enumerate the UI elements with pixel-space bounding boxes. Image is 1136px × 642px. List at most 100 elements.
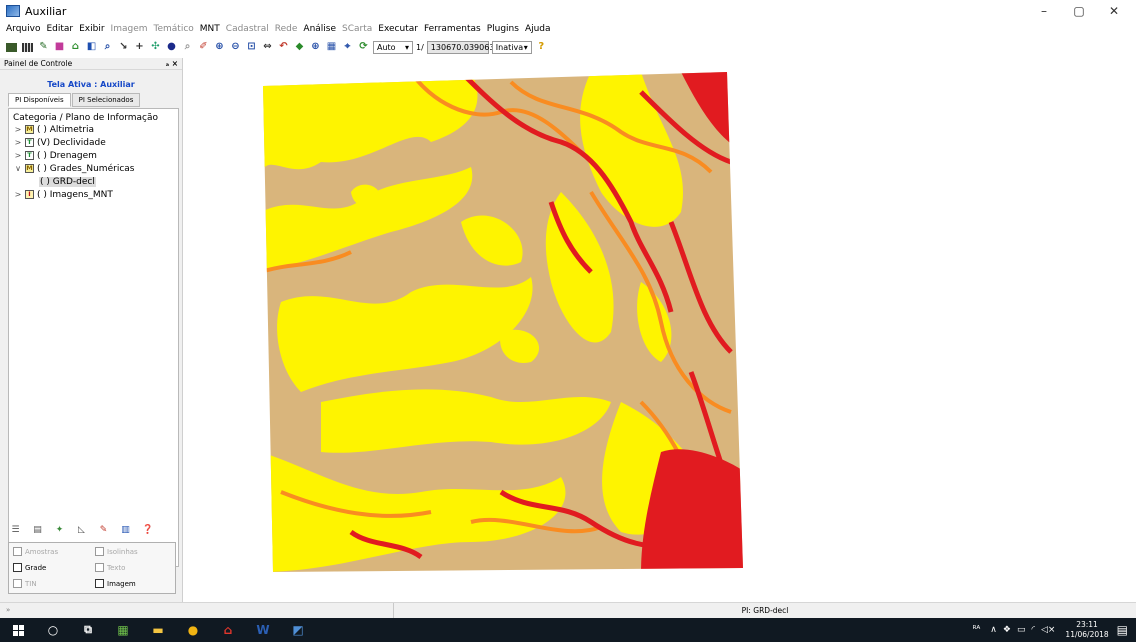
zoom-in-icon[interactable]: ⊕: [215, 41, 224, 52]
edit-icon[interactable]: ◧: [86, 41, 97, 52]
pencil-icon[interactable]: ✎: [39, 41, 48, 52]
chevron-right-icon[interactable]: >: [14, 151, 22, 160]
zoom-area-icon[interactable]: ⊡: [247, 41, 256, 52]
pointer-icon[interactable]: +: [135, 41, 144, 52]
system-tray: ᴿᴬ ∧ ❖ ▭ ◜ ◁× 23:11 11/06/2018 ▤: [972, 618, 1128, 642]
menu-mnt[interactable]: MNT: [199, 24, 220, 34]
grade-label: Grade: [25, 563, 47, 572]
pdf-reader-icon[interactable]: ⌂: [223, 623, 233, 637]
tray-chevron-up-icon[interactable]: ∧: [990, 625, 997, 635]
tree-item-drenagem[interactable]: > T ( ) Drenagem: [9, 149, 178, 162]
help-icon[interactable]: ❓: [142, 524, 154, 535]
thematic-icon: T: [25, 138, 34, 147]
menu-imagem[interactable]: Imagem: [110, 24, 148, 34]
slope-grid-map: [263, 72, 743, 572]
zoom-icon[interactable]: ⌕: [104, 41, 111, 52]
screen-icon[interactable]: ■: [54, 41, 65, 52]
list-icon[interactable]: ☰: [11, 524, 20, 535]
pen-icon[interactable]: ✎: [99, 524, 108, 535]
chevron-right-icon[interactable]: >: [14, 138, 22, 147]
spring-app-icon[interactable]: ▦: [117, 623, 129, 637]
menu-scarta[interactable]: SCarta: [342, 24, 373, 34]
active-screen-label: Tela Ativa : Auxiliar: [47, 80, 135, 89]
isolinhas-checkbox[interactable]: Isolinhas: [95, 547, 138, 556]
auxiliar-app-icon[interactable]: ◩: [292, 623, 304, 637]
menu-ferramentas[interactable]: Ferramentas: [423, 24, 481, 34]
menu-editar[interactable]: Editar: [46, 24, 74, 34]
tree-item-altimetria[interactable]: > M ( ) Altimetria: [9, 123, 178, 136]
info-icon[interactable]: ●: [167, 41, 176, 52]
query-icon[interactable]: ⌕: [184, 41, 191, 52]
tin-checkbox[interactable]: TIN: [13, 579, 37, 588]
word-icon[interactable]: W: [256, 623, 270, 637]
state-select[interactable]: Inativa ▾: [491, 40, 532, 54]
menu-rede[interactable]: Rede: [274, 24, 298, 34]
window-icon[interactable]: ▥: [121, 524, 130, 535]
tab-pi-disponiveis[interactable]: PI Disponíveis: [8, 93, 71, 107]
panel-close-icon[interactable]: ₐ ×: [165, 59, 178, 68]
profile-icon[interactable]: ⌖: [344, 41, 351, 52]
menu-exibir[interactable]: Exibir: [79, 24, 105, 34]
zoom-out-icon[interactable]: ⊖: [231, 41, 240, 52]
zoom-dropdown-icon[interactable]: ⊕: [311, 41, 320, 52]
amostras-label: Amostras: [25, 547, 59, 556]
tree-item-declividade[interactable]: > T (V) Declividade: [9, 136, 178, 149]
volume-icon[interactable]: ◁×: [1040, 625, 1056, 635]
help-icon[interactable]: ?: [538, 41, 545, 52]
menu-arquivo[interactable]: Arquivo: [6, 24, 41, 34]
checkbox-box: [95, 563, 104, 572]
arrows-icon[interactable]: ⇔: [263, 41, 272, 52]
search-icon[interactable]: ○: [47, 623, 59, 637]
chart-icon[interactable]: ◺: [78, 524, 85, 535]
refresh-icon[interactable]: ⟳: [359, 41, 368, 52]
tab-pi-selecionados[interactable]: PI Selecionados: [71, 93, 141, 107]
close-button[interactable]: ✕: [1108, 4, 1120, 18]
layers-icon[interactable]: ◆: [295, 41, 304, 52]
menu-executar[interactable]: Executar: [378, 24, 418, 34]
imagem-checkbox[interactable]: Imagem: [95, 579, 136, 588]
table-icon[interactable]: ▤: [33, 524, 42, 535]
task-view-icon[interactable]: ⧉: [84, 623, 92, 636]
amostras-checkbox[interactable]: Amostras: [13, 547, 58, 556]
cursor-icon[interactable]: ↘: [119, 41, 128, 52]
zoom-mode-select[interactable]: Auto ▾: [373, 40, 413, 54]
map-canvas[interactable]: [184, 58, 1136, 602]
clock[interactable]: 23:11 11/06/2018: [1065, 620, 1108, 640]
pen-icon[interactable]: ✐: [199, 41, 208, 52]
legend-icon[interactable]: ▦: [326, 41, 337, 52]
imagem-label: Imagem: [107, 579, 136, 588]
file-explorer-icon[interactable]: ▬: [152, 623, 164, 637]
visual-icon[interactable]: ✦: [55, 524, 64, 535]
menu-tematico[interactable]: Temático: [153, 24, 194, 34]
menu-ajuda[interactable]: Ajuda: [524, 24, 551, 34]
tree-item-grades-numericas[interactable]: ∨ M ( ) Grades_Numéricas: [9, 162, 178, 175]
chrome-icon[interactable]: ●: [187, 623, 199, 637]
menu-plugins[interactable]: Plugins: [486, 24, 519, 34]
undo-icon[interactable]: ↶: [279, 41, 288, 52]
notifications-icon[interactable]: ▤: [1116, 623, 1128, 637]
pan-icon[interactable]: ✣: [151, 41, 160, 52]
battery-icon[interactable]: ▭: [1016, 625, 1026, 635]
chevron-right-icon[interactable]: >: [14, 190, 22, 199]
people-icon[interactable]: ᴿᴬ: [972, 625, 981, 635]
taskbar: ○ ⧉ ▦ ▬ ● ⌂ W ◩ ᴿᴬ ∧ ❖ ▭ ◜ ◁× 23:11 11/0…: [0, 618, 1136, 642]
tree-item-grd-decl[interactable]: ( ) GRD-decl: [9, 175, 178, 188]
maximize-button[interactable]: ▢: [1073, 4, 1085, 18]
draw-icon[interactable]: ⌂: [71, 41, 80, 52]
clock-time: 23:11: [1076, 620, 1098, 629]
grid-icon[interactable]: [21, 41, 34, 54]
dropbox-icon[interactable]: ❖: [1002, 625, 1011, 635]
chevron-down-icon[interactable]: ∨: [15, 164, 21, 173]
chevron-right-icon[interactable]: >: [14, 125, 22, 134]
scale-field[interactable]: 130670.039063: [426, 40, 494, 54]
windows-start-icon[interactable]: [6, 618, 30, 642]
grade-checkbox[interactable]: Grade: [13, 563, 46, 572]
menu-analise[interactable]: Análise: [303, 24, 337, 34]
tree-item-imagens-mnt[interactable]: > I ( ) Imagens_MNT: [9, 188, 178, 201]
texto-checkbox[interactable]: Texto: [95, 563, 125, 572]
menu-cadastral[interactable]: Cadastral: [225, 24, 269, 34]
database-icon[interactable]: [5, 41, 18, 54]
minimize-button[interactable]: –: [1041, 4, 1047, 18]
model-icon: M: [25, 164, 34, 173]
wifi-icon[interactable]: ◜: [1031, 625, 1035, 635]
